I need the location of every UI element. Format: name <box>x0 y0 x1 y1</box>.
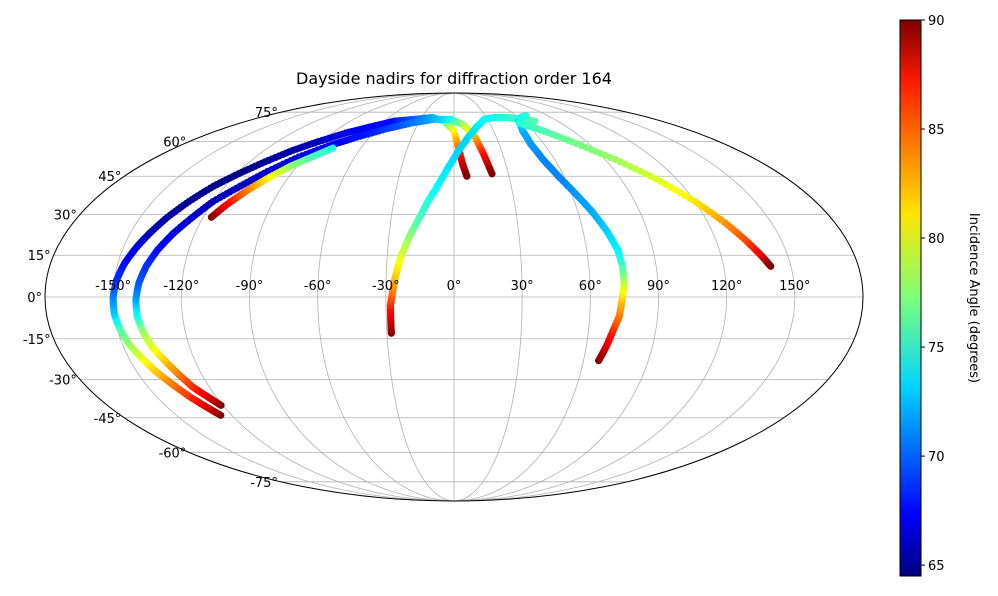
lon-tick-label: -150° <box>95 279 131 294</box>
data-points <box>109 112 775 419</box>
meridian-line <box>453 93 591 501</box>
lat-tick-label: -30° <box>49 373 77 388</box>
lat-tick-label: -75° <box>250 476 278 491</box>
lat-tick-label: 0° <box>27 291 42 306</box>
lon-tick-label: -30° <box>372 279 400 294</box>
colorbar-tick-label: 75 <box>928 341 945 356</box>
lon-tick-label: 90° <box>647 279 670 294</box>
data-point <box>531 117 539 125</box>
lon-tick-label: 150° <box>779 279 810 294</box>
colorbar-tick-label: 65 <box>928 559 945 574</box>
lat-tick-label: 15° <box>28 249 51 264</box>
lat-tick-label: 75° <box>255 106 278 121</box>
lon-tick-label: -120° <box>163 279 199 294</box>
colorbar-ticks: 65 70 75 80 85 90 <box>921 14 945 574</box>
meridian-line <box>453 93 659 501</box>
meridian-line <box>385 93 455 501</box>
chart-title: Dayside nadirs for diffraction order 164 <box>296 69 612 88</box>
lat-tick-label: 45° <box>98 170 121 185</box>
colorbar-tick-label: 80 <box>928 232 945 247</box>
meridian-line <box>317 93 455 501</box>
data-point <box>488 170 496 178</box>
data-point <box>767 262 775 270</box>
lon-tick-label: 60° <box>579 279 602 294</box>
colorbar-tick-label: 70 <box>928 450 945 465</box>
tick-labels: -150° -120° -90° -60° -30° 0° 30° 60° 90° 120° 150… <box>23 106 811 491</box>
colorbar-tick-label: 85 <box>928 123 945 138</box>
lat-tick-label: 60° <box>163 135 186 150</box>
meridian-line <box>453 93 796 501</box>
colorbar: 65 70 75 80 85 90 Incidence Angle (degrees) <box>899 14 981 577</box>
lon-tick-label: 0° <box>447 279 462 294</box>
lon-tick-label: 30° <box>511 279 534 294</box>
data-point <box>463 172 471 180</box>
lat-tick-label: -60° <box>159 447 187 462</box>
map-outline <box>44 92 864 502</box>
colorbar-label: Incidence Angle (degrees) <box>966 213 981 383</box>
colorbar-tick-label: 90 <box>928 14 945 29</box>
data-point <box>329 144 337 152</box>
lat-tick-label: 30° <box>54 209 77 224</box>
meridian-line <box>453 93 523 501</box>
lon-tick-label: 120° <box>711 279 742 294</box>
data-point <box>522 112 530 120</box>
meridian-line <box>180 93 455 501</box>
meridian-line <box>453 93 728 501</box>
lon-tick-label: -90° <box>236 279 264 294</box>
lat-tick-label: -45° <box>94 412 122 427</box>
lat-tick-label: -15° <box>23 333 51 348</box>
colorbar-gradient <box>899 19 922 577</box>
lon-tick-label: -60° <box>304 279 332 294</box>
